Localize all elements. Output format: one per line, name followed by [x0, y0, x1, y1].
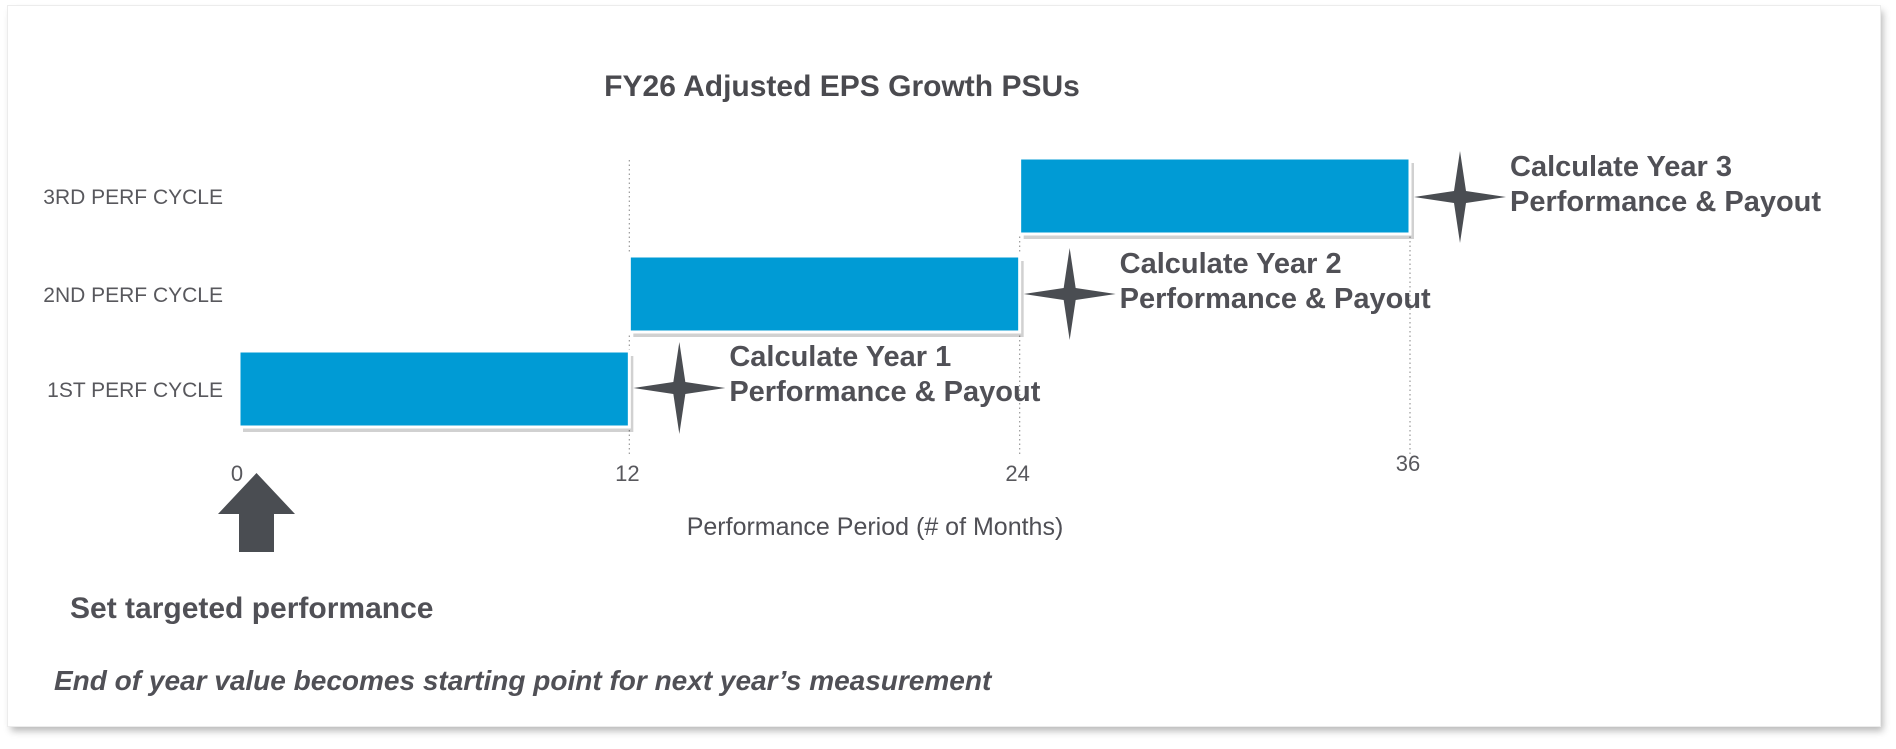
category-label: 1ST PERF CYCLE: [47, 379, 223, 402]
category-labels: 1ST PERF CYCLE 2ND PERF CYCLE 3RD PERF C…: [43, 186, 223, 402]
bar: [1018, 156, 1412, 236]
up-arrow-icon: [218, 473, 295, 552]
chart-title: FY26 Adjusted EPS Growth PSUs: [604, 70, 1080, 103]
cycle-notes: Calculate Year 1 Performance & Payout Ca…: [729, 151, 1821, 408]
x-tick-labels: 0 12 24 36: [231, 451, 1420, 486]
cycle-note: Calculate Year 2 Performance & Payout: [1120, 248, 1431, 315]
footnote: End of year value becomes starting point…: [54, 665, 993, 696]
cycle-note: Calculate Year 3 Performance & Payout: [1510, 151, 1821, 218]
bar: [627, 254, 1022, 334]
category-label: 2ND PERF CYCLE: [43, 284, 223, 307]
cycle-note: Calculate Year 1 Performance & Payout: [729, 341, 1040, 408]
category-label: 3RD PERF CYCLE: [43, 186, 223, 209]
annotations: [633, 151, 1506, 434]
four-point-star-icon: [633, 342, 726, 434]
x-tick-label: 12: [615, 461, 639, 486]
cycle-note-line2: Performance & Payout: [729, 376, 1040, 408]
four-point-star-icon: [1023, 248, 1116, 340]
x-tick-label: 24: [1005, 461, 1029, 486]
x-tick-label: 0: [231, 461, 243, 486]
bars: [237, 156, 1414, 432]
cycle-note-line1: Calculate Year 1: [729, 341, 951, 373]
x-axis-label: Performance Period (# of Months): [687, 513, 1064, 541]
cycle-note-line2: Performance & Payout: [1120, 283, 1431, 315]
four-point-star-icon: [1414, 151, 1506, 243]
bar: [237, 349, 631, 429]
cycle-note-line2: Performance & Payout: [1510, 186, 1821, 218]
x-tick-label: 36: [1396, 451, 1420, 476]
cycle-note-line1: Calculate Year 3: [1510, 151, 1732, 183]
cycle-note-line1: Calculate Year 2: [1120, 248, 1342, 280]
start-marker-label: Set targeted performance: [70, 592, 433, 625]
